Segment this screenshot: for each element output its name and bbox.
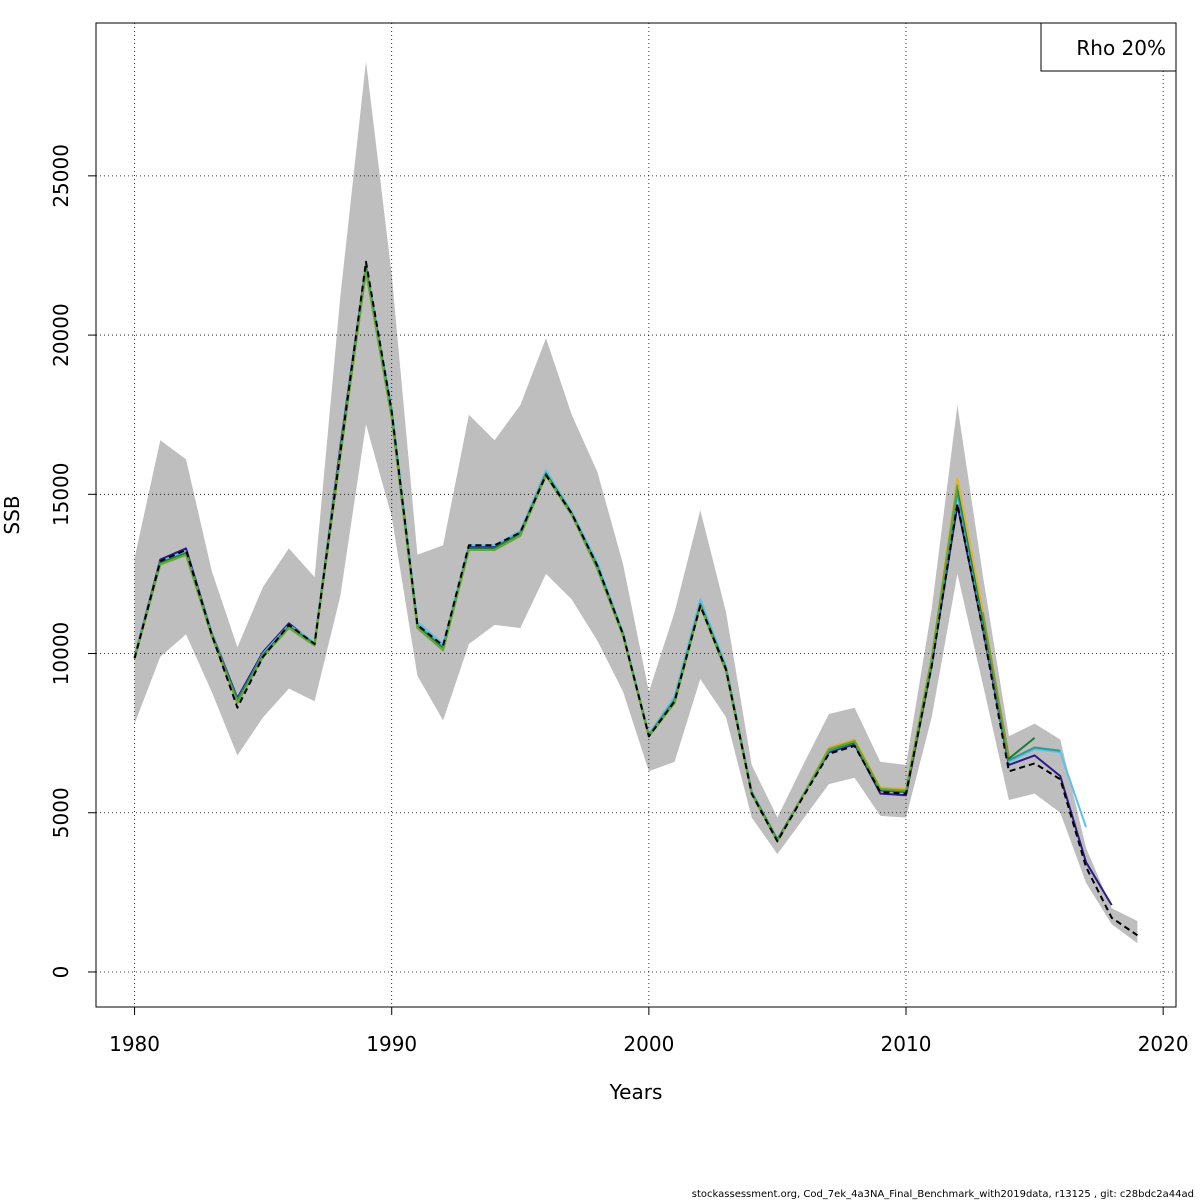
y-axis-label: SSB bbox=[0, 495, 24, 534]
confidence-band-layer bbox=[134, 61, 1138, 944]
series-line-final bbox=[133, 260, 1138, 937]
y-axis: 0 5000 10000 15000 20000 25000 bbox=[49, 144, 97, 979]
y-tick-label: 25000 bbox=[49, 144, 73, 208]
y-tick-label: 5000 bbox=[49, 787, 73, 838]
y-tick-label: 20000 bbox=[49, 303, 73, 367]
x-tick-label: 2010 bbox=[881, 1032, 932, 1056]
legend: Rho 20% bbox=[1040, 22, 1177, 72]
legend-box bbox=[1040, 22, 1177, 72]
x-tick-label: 1990 bbox=[366, 1032, 417, 1056]
x-tick-label: 2020 bbox=[1138, 1032, 1189, 1056]
grid-layer bbox=[96, 23, 1176, 1007]
x-tick-label: 1980 bbox=[109, 1032, 160, 1056]
x-tick-label: 2000 bbox=[623, 1032, 674, 1056]
plot-frame bbox=[95, 22, 1177, 1008]
confidence-band bbox=[134, 61, 1138, 944]
footer-note: stockassessment.org, Cod_7ek_4a3NA_Final… bbox=[691, 1189, 1194, 1200]
legend-text: Rho 20% bbox=[1076, 36, 1166, 60]
x-axis-label: Years bbox=[609, 1080, 663, 1104]
y-tick-label: 15000 bbox=[49, 462, 73, 526]
x-axis: 1980 1990 2000 2010 2020 bbox=[109, 1006, 1189, 1056]
series-layer bbox=[133, 260, 1138, 937]
y-tick-label: 10000 bbox=[49, 622, 73, 686]
y-tick-label: 0 bbox=[49, 966, 73, 979]
